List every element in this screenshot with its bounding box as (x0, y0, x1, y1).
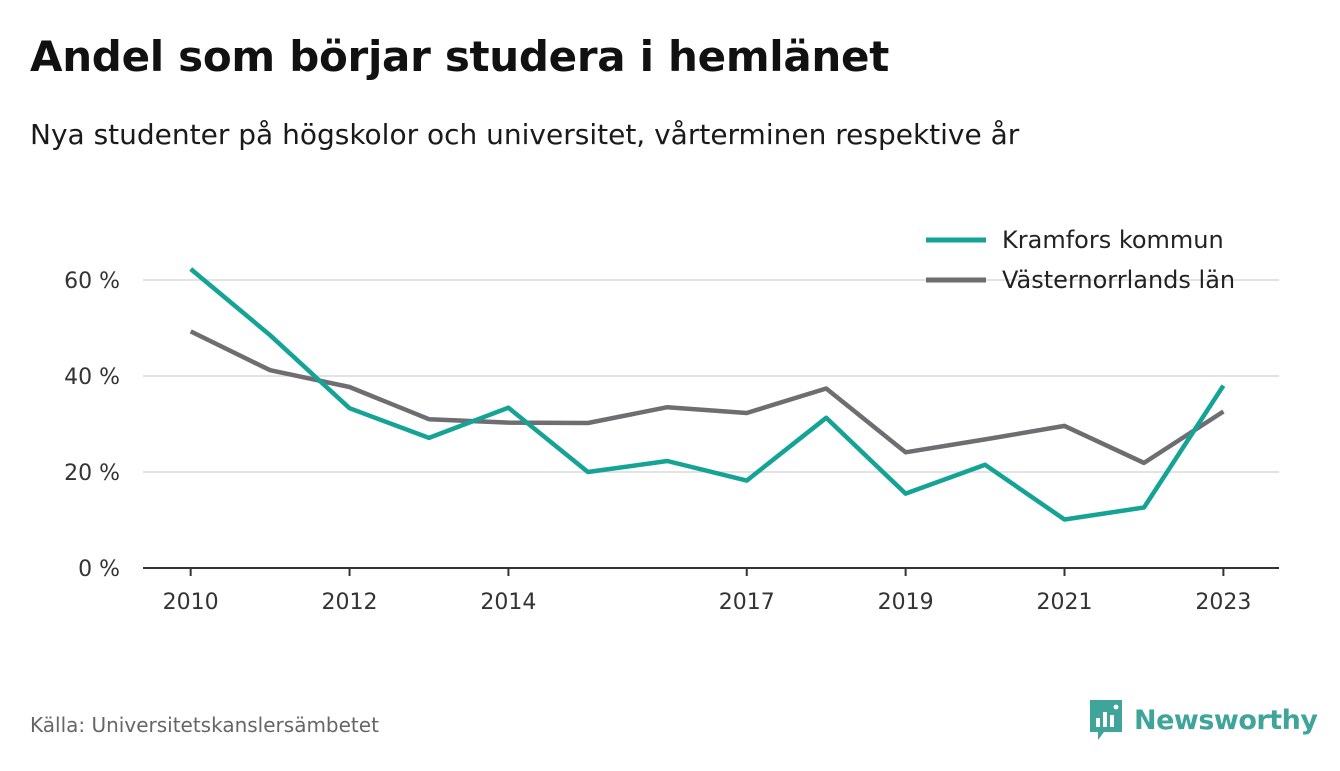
series-line-västernorrlands-län (189, 329, 1225, 466)
x-tick-label: 2017 (719, 590, 775, 615)
x-axis: 2010 2012 2014 2017 2019 2021 2023 (143, 567, 1279, 615)
series-line-kramfors-kommun (189, 267, 1226, 522)
line-chart: 0 % 20 % 40 % 60 % 2010 2012 2014 2017 2019 2021… (64, 226, 1279, 615)
y-tick-label: 0 % (78, 557, 120, 582)
y-tick-label: 20 % (64, 461, 120, 486)
legend-label: Västernorrlands län (1002, 266, 1235, 294)
series-lines (189, 267, 1226, 522)
x-tick-label: 2014 (480, 590, 536, 615)
x-tick-label: 2010 (163, 590, 219, 615)
x-tick-label: 2019 (878, 590, 934, 615)
x-tick-label: 2012 (322, 590, 378, 615)
newsworthy-logo-icon (1090, 700, 1122, 740)
y-tick-label: 60 % (64, 269, 120, 294)
brand-name: Newsworthy (1134, 704, 1318, 736)
source-note: Källa: Universitetskanslersämbetet (30, 713, 379, 737)
x-tick-label: 2023 (1195, 590, 1251, 615)
brand-logo: Newsworthy (1088, 698, 1318, 742)
x-tick-label: 2021 (1037, 590, 1093, 615)
chart-title: Andel som börjar studera i hemlänet (30, 32, 889, 81)
chart-subtitle: Nya studenter på högskolor och universit… (30, 118, 1020, 151)
legend-label: Kramfors kommun (1002, 226, 1224, 254)
legend: Kramfors kommun Västernorrlands län (926, 226, 1235, 294)
y-axis-ticks: 0 % 20 % 40 % 60 % (64, 269, 120, 582)
y-tick-label: 40 % (64, 365, 120, 390)
